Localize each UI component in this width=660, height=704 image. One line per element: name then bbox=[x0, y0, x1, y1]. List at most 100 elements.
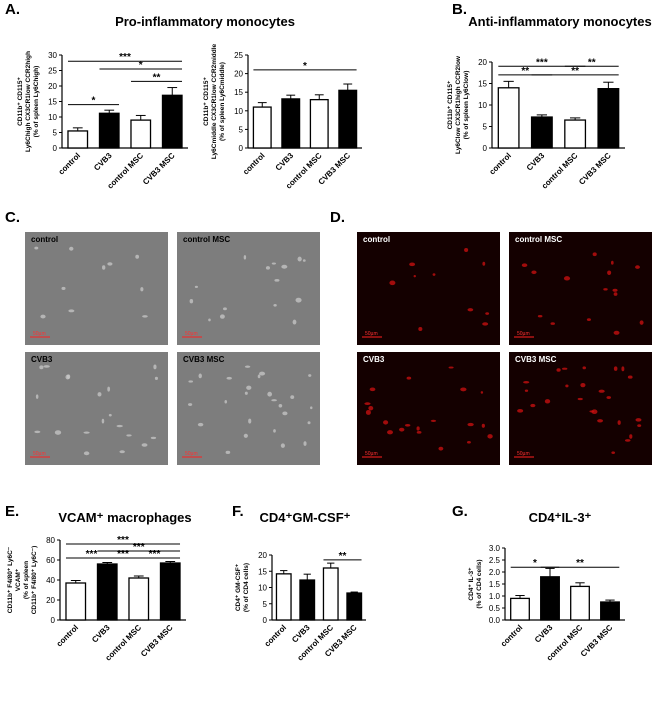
cell bbox=[480, 391, 484, 394]
y-tick-label: 5 bbox=[239, 125, 244, 134]
y-tick-label: 10 bbox=[48, 113, 57, 122]
scale-label: 50µm bbox=[33, 451, 46, 457]
significance-label: ** bbox=[588, 57, 596, 68]
significance-label: ** bbox=[153, 72, 161, 83]
cell bbox=[635, 265, 640, 269]
cell bbox=[43, 365, 50, 368]
cell bbox=[126, 434, 132, 437]
cell bbox=[565, 384, 569, 388]
significance-label: *** bbox=[149, 549, 161, 560]
bar bbox=[309, 98, 329, 149]
cell bbox=[586, 318, 591, 322]
cell bbox=[369, 387, 376, 392]
cell bbox=[226, 376, 232, 380]
cell bbox=[416, 426, 420, 431]
cell bbox=[448, 366, 454, 369]
x-tick-label: CVB3 MSC bbox=[141, 151, 177, 187]
cell bbox=[582, 366, 586, 370]
scale-label: 50µm bbox=[185, 451, 198, 457]
y-tick-label: 80 bbox=[46, 536, 55, 545]
cell bbox=[460, 387, 467, 392]
cell bbox=[387, 430, 393, 435]
image-tile bbox=[357, 232, 500, 345]
cell bbox=[639, 320, 644, 325]
image-tile bbox=[509, 352, 652, 465]
y-tick-label: 1.5 bbox=[489, 580, 501, 589]
bar bbox=[564, 119, 587, 149]
bar bbox=[161, 94, 183, 149]
cell bbox=[303, 441, 307, 446]
cell bbox=[108, 413, 112, 417]
micrograph: control 50µm bbox=[25, 232, 168, 345]
micrograph: CVB3 MSC 50µm bbox=[177, 352, 320, 465]
bar bbox=[570, 585, 590, 621]
y-axis-label: VCAM⁺ bbox=[15, 568, 22, 591]
panel-letter: A. bbox=[5, 1, 20, 18]
cell bbox=[310, 406, 313, 410]
x-tick-label: control bbox=[499, 623, 525, 649]
y-tick-label: 0 bbox=[483, 144, 488, 153]
cell bbox=[259, 371, 266, 376]
chart-title: VCAM⁺ macrophages bbox=[58, 510, 191, 525]
bar bbox=[281, 98, 301, 149]
cell bbox=[580, 383, 586, 388]
cell bbox=[40, 314, 46, 319]
cell bbox=[280, 443, 285, 448]
cell bbox=[409, 262, 416, 267]
panel-letter: C. bbox=[5, 209, 20, 226]
y-axis-label: (% of CD4 cells) bbox=[476, 559, 483, 608]
x-tick-label: control bbox=[488, 151, 514, 177]
cell bbox=[413, 275, 416, 278]
y-tick-label: 0.5 bbox=[489, 604, 501, 613]
image-label: CVB3 bbox=[31, 355, 53, 364]
bar bbox=[600, 601, 620, 621]
cell bbox=[271, 262, 277, 265]
y-tick-label: 20 bbox=[48, 82, 57, 91]
micrograph: CVB3 MSC 50µm bbox=[509, 352, 652, 465]
cell bbox=[273, 429, 276, 433]
image-label: control MSC bbox=[183, 235, 230, 244]
image-tile bbox=[357, 352, 500, 465]
bar bbox=[530, 116, 553, 149]
y-tick-label: 2.0 bbox=[489, 568, 501, 577]
y-tick-label: 2.5 bbox=[489, 556, 501, 565]
cell bbox=[188, 403, 193, 406]
cell bbox=[598, 389, 605, 393]
bar bbox=[497, 87, 520, 149]
bar bbox=[65, 582, 87, 621]
micrograph: CVB3 50µm bbox=[357, 352, 500, 465]
cell bbox=[487, 434, 493, 439]
cell bbox=[517, 409, 524, 413]
cell bbox=[613, 292, 618, 296]
cell bbox=[611, 451, 616, 455]
cell bbox=[432, 273, 436, 276]
cell bbox=[271, 399, 277, 402]
bar bbox=[338, 89, 358, 149]
cell bbox=[550, 322, 555, 325]
cell bbox=[198, 373, 202, 379]
y-tick-label: 20 bbox=[258, 551, 267, 560]
cell bbox=[531, 270, 537, 275]
cell bbox=[530, 403, 536, 408]
x-tick-label: control bbox=[55, 623, 81, 649]
micrograph: control MSC 50µm bbox=[177, 232, 320, 345]
y-axis-label: CD11b⁺ CD115⁺ bbox=[203, 77, 210, 126]
y-axis-label: CD4⁺ IL-3⁺ bbox=[468, 567, 475, 601]
cell bbox=[523, 381, 530, 384]
cell bbox=[364, 402, 371, 405]
cell bbox=[243, 255, 247, 260]
cell bbox=[61, 286, 66, 291]
cell bbox=[107, 386, 111, 392]
cell bbox=[224, 400, 228, 404]
x-tick-label: control bbox=[57, 151, 83, 177]
cell bbox=[150, 436, 157, 440]
cell bbox=[577, 397, 583, 401]
cell bbox=[246, 385, 252, 390]
cell bbox=[365, 409, 371, 415]
scale-label: 50µm bbox=[365, 451, 378, 457]
bar bbox=[159, 562, 181, 621]
cell bbox=[589, 410, 595, 413]
cell bbox=[406, 376, 412, 380]
image-label: CVB3 bbox=[363, 355, 385, 364]
cell bbox=[295, 297, 302, 303]
